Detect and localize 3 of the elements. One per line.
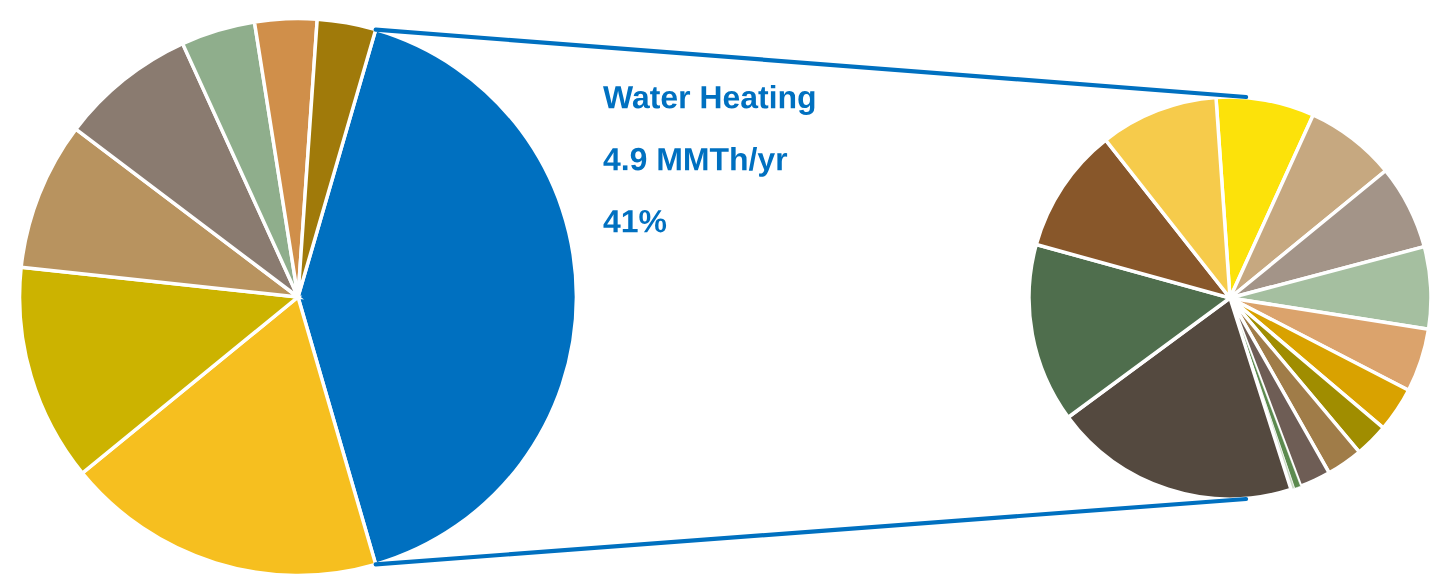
text: 41%: [603, 209, 667, 233]
text: Water Heating: [603, 85, 815, 115]
text: 4.9 MMTh/yr: [603, 147, 788, 177]
